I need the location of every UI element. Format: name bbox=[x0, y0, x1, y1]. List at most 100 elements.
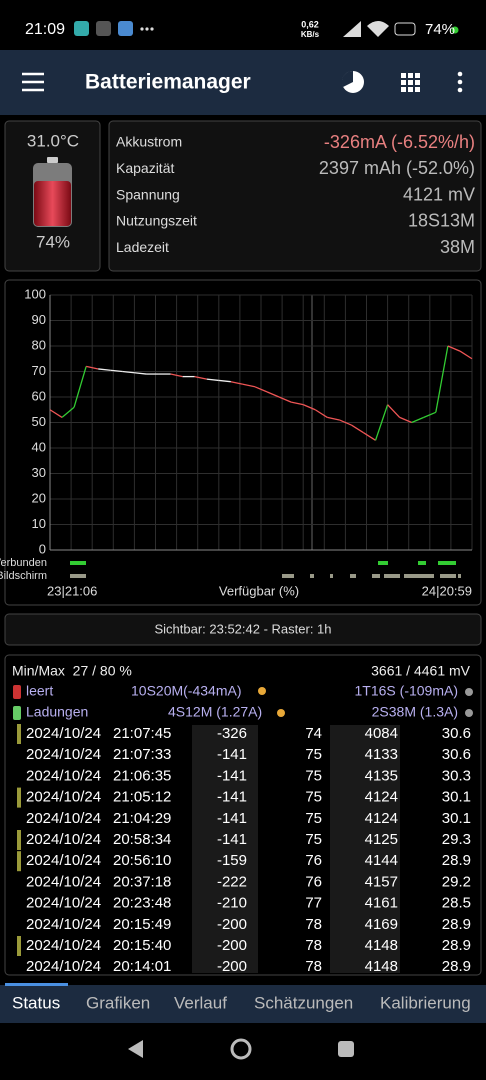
cell: 20:58:34 bbox=[113, 831, 171, 848]
cell: 2024/10/24 bbox=[26, 873, 101, 890]
info-label: Nutzungszeit bbox=[116, 213, 197, 229]
home-button[interactable] bbox=[230, 1038, 252, 1060]
recents-button[interactable] bbox=[338, 1041, 354, 1057]
line-segment bbox=[435, 345, 449, 413]
net-speed: 0,62 bbox=[301, 19, 319, 29]
screen-mark bbox=[458, 574, 461, 578]
y-tick-label: 60 bbox=[32, 388, 46, 403]
cell: 20:14:01 bbox=[113, 958, 171, 975]
info-panel bbox=[108, 120, 482, 272]
cell: 4144 bbox=[365, 852, 398, 869]
cell: 4124 bbox=[365, 810, 398, 827]
row-marker bbox=[17, 830, 21, 850]
cell: 2024/10/24 bbox=[26, 789, 101, 806]
y-tick-label: 80 bbox=[32, 337, 46, 352]
cell: 2024/10/24 bbox=[26, 937, 101, 954]
status-icon bbox=[74, 21, 89, 36]
x-label-start: 23|21:06 bbox=[47, 583, 97, 598]
nav-bar bbox=[0, 1023, 486, 1080]
cell: -141 bbox=[217, 746, 247, 763]
line-segment bbox=[351, 424, 364, 434]
info-label: Kapazität bbox=[116, 160, 174, 176]
cell: -326 bbox=[217, 725, 247, 742]
tab[interactable]: Kalibrierung bbox=[380, 993, 471, 1012]
line-segment bbox=[302, 404, 316, 411]
cell: 20:15:49 bbox=[113, 916, 171, 933]
x-label-center: Verfügbar (%) bbox=[219, 583, 299, 598]
discharge-last: 1T16S (-109mA) bbox=[355, 683, 458, 699]
cell: 2024/10/24 bbox=[26, 767, 101, 784]
cell: 4133 bbox=[365, 746, 398, 763]
cell: -222 bbox=[217, 873, 247, 890]
dot bbox=[465, 688, 473, 696]
cell: 75 bbox=[305, 746, 322, 763]
line-segment bbox=[254, 386, 268, 393]
line-segment bbox=[278, 396, 292, 403]
line-segment bbox=[459, 350, 473, 360]
cell: 4148 bbox=[365, 937, 398, 954]
cell: 28.9 bbox=[442, 937, 471, 954]
battery-level: 74% bbox=[36, 232, 70, 251]
cell: 76 bbox=[305, 873, 322, 890]
y-tick-label: 50 bbox=[32, 414, 46, 429]
y-tick-label: 40 bbox=[32, 439, 46, 454]
back-button[interactable] bbox=[128, 1040, 143, 1058]
y-tick-label: 100 bbox=[24, 286, 46, 301]
line-segment bbox=[49, 409, 63, 418]
battery-icon bbox=[394, 22, 416, 36]
screen-mark bbox=[440, 574, 456, 578]
cell: 28.9 bbox=[442, 958, 471, 975]
signal-icon bbox=[343, 21, 361, 37]
screen-mark bbox=[310, 574, 314, 578]
dot bbox=[258, 687, 266, 695]
cell: 4084 bbox=[365, 725, 398, 742]
cell: 4124 bbox=[365, 789, 398, 806]
cell: 75 bbox=[305, 810, 322, 827]
cell: 2024/10/24 bbox=[26, 895, 101, 912]
cell: 4169 bbox=[365, 916, 398, 933]
y-tick-label: 30 bbox=[32, 465, 46, 480]
charge-label: Ladungen bbox=[26, 704, 88, 720]
screen-mark bbox=[350, 574, 356, 578]
row-marker bbox=[17, 724, 21, 744]
y-tick-label: 20 bbox=[32, 490, 46, 505]
cell: 20:56:10 bbox=[113, 852, 171, 869]
charge-dot bbox=[451, 26, 459, 34]
cell: 30.1 bbox=[442, 810, 471, 827]
discharge-current: 10S20M(-434mA) bbox=[131, 683, 242, 699]
line-segment bbox=[242, 383, 256, 388]
line-segment bbox=[314, 409, 328, 418]
cell: -210 bbox=[217, 895, 247, 912]
status-icon bbox=[150, 27, 154, 31]
cell: -159 bbox=[217, 852, 247, 869]
cell: 2024/10/24 bbox=[26, 852, 101, 869]
line-segment bbox=[73, 366, 87, 408]
line-segment bbox=[447, 345, 461, 352]
cell: 28.9 bbox=[442, 916, 471, 933]
screen-mark bbox=[70, 574, 86, 578]
line-segment bbox=[206, 378, 219, 382]
tab[interactable]: Status bbox=[12, 993, 60, 1012]
info-value: 18S13M bbox=[408, 211, 475, 231]
tab-indicator bbox=[5, 983, 68, 986]
y-tick-label: 10 bbox=[32, 516, 46, 531]
more-button[interactable] bbox=[457, 71, 463, 93]
menu-button[interactable] bbox=[22, 72, 44, 92]
tab[interactable]: Grafiken bbox=[86, 993, 150, 1012]
cell: 2024/10/24 bbox=[26, 810, 101, 827]
screen-mark bbox=[330, 574, 333, 578]
line-segment bbox=[327, 416, 340, 421]
y-tick-label: 0 bbox=[39, 541, 46, 556]
grid-button[interactable] bbox=[401, 73, 420, 92]
line-segment bbox=[61, 406, 75, 418]
cell: 77 bbox=[305, 895, 322, 912]
cell: 30.1 bbox=[442, 789, 471, 806]
cell: -141 bbox=[217, 767, 247, 784]
cell: 21:05:12 bbox=[113, 789, 171, 806]
row-marker bbox=[17, 787, 21, 808]
tab[interactable]: Schätzungen bbox=[254, 993, 353, 1012]
discharge-label: leert bbox=[26, 683, 53, 699]
cell: 2024/10/24 bbox=[26, 725, 101, 742]
tab[interactable]: Verlauf bbox=[174, 993, 227, 1012]
cell: 2024/10/24 bbox=[26, 831, 101, 848]
